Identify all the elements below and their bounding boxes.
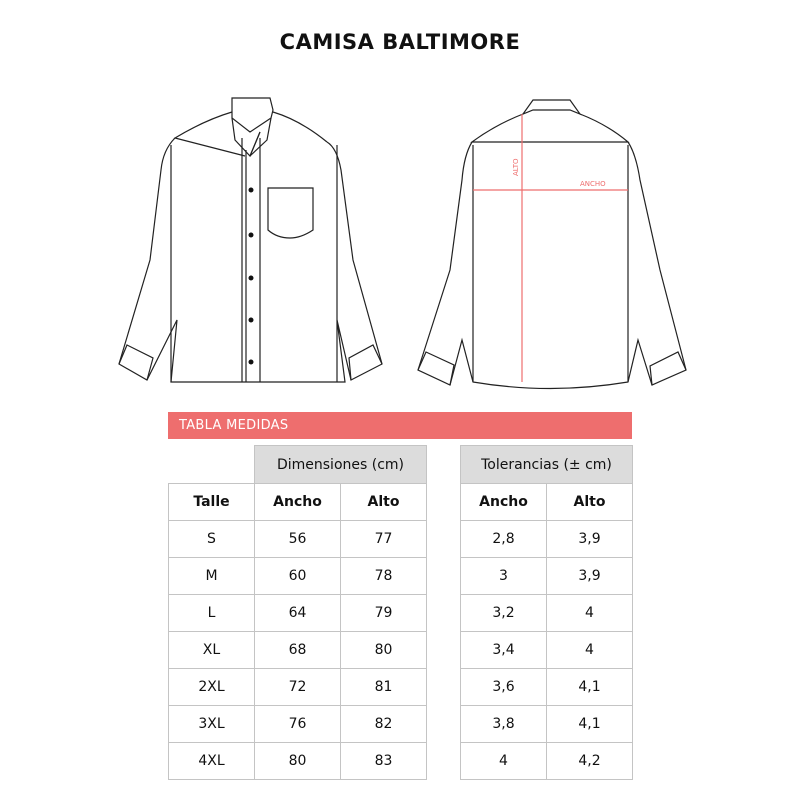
table-cell: 3,4 <box>460 631 547 669</box>
table-row: 4XL 80 83 <box>168 742 427 780</box>
table-cell: 77 <box>340 520 427 558</box>
table-cell: 81 <box>340 668 427 706</box>
table-cell: 72 <box>254 668 341 706</box>
table-cell: 4,1 <box>546 705 633 743</box>
table-cell: 3XL <box>168 705 255 743</box>
table-cell: 60 <box>254 557 341 595</box>
table-cell: M <box>168 557 255 595</box>
table-cell: 80 <box>340 631 427 669</box>
table-cell: 82 <box>340 705 427 743</box>
shirt-front-illustration <box>118 97 383 383</box>
alto-label: ALTO <box>512 158 520 176</box>
tolerances-table: Tolerancias (± cm) Ancho Alto 2,8 3,9 3 3,9… <box>460 445 633 780</box>
table-cell: 4 <box>546 594 633 632</box>
table-cell: 3,9 <box>546 520 633 558</box>
table-row: M 60 78 <box>168 557 427 595</box>
table-cell: S <box>168 520 255 558</box>
table-cell: 80 <box>254 742 341 780</box>
table-cell: 83 <box>340 742 427 780</box>
table-row: 3 3,9 <box>460 557 633 595</box>
table-cell: 3,6 <box>460 668 547 706</box>
table-row: 2,8 3,9 <box>460 520 633 558</box>
table-cell: 68 <box>254 631 341 669</box>
table-cell: 2XL <box>168 668 255 706</box>
header-ancho: Ancho <box>460 483 547 521</box>
header-ancho: Ancho <box>254 483 341 521</box>
table-cell: 56 <box>254 520 341 558</box>
table-cell: 3,9 <box>546 557 633 595</box>
table-row: 3,8 4,1 <box>460 705 633 743</box>
table-cell: 3,8 <box>460 705 547 743</box>
table-cell: 2,8 <box>460 520 547 558</box>
table-cell: 4XL <box>168 742 255 780</box>
table-cell: XL <box>168 631 255 669</box>
dimensions-group-header: Dimensiones (cm) <box>254 445 427 484</box>
table-row: 3,6 4,1 <box>460 668 633 706</box>
table-cell: 64 <box>254 594 341 632</box>
table-cell: 76 <box>254 705 341 743</box>
header-talle: Talle <box>168 483 255 521</box>
table-row: 3,4 4 <box>460 631 633 669</box>
table-cell: 4 <box>546 631 633 669</box>
table-row: XL 68 80 <box>168 631 427 669</box>
table-row: 4 4,2 <box>460 742 633 780</box>
table-cell: 3 <box>460 557 547 595</box>
table-row: 3,2 4 <box>460 594 633 632</box>
table-banner: TABLA MEDIDAS <box>168 412 632 439</box>
page-title: CAMISA BALTIMORE <box>279 30 521 54</box>
table-row: L 64 79 <box>168 594 427 632</box>
table-cell: 78 <box>340 557 427 595</box>
dimensions-table: Dimensiones (cm) Talle Ancho Alto S 56 77 M… <box>168 445 427 780</box>
shirt-back-illustration: ALTO ANCHO <box>417 99 687 390</box>
table-cell: 3,2 <box>460 594 547 632</box>
table-cell: 4 <box>460 742 547 780</box>
table-row: 2XL 72 81 <box>168 668 427 706</box>
table-cell: 4,1 <box>546 668 633 706</box>
table-row: 3XL 76 82 <box>168 705 427 743</box>
table-row: S 56 77 <box>168 520 427 558</box>
table-cell: 79 <box>340 594 427 632</box>
tolerances-group-header: Tolerancias (± cm) <box>460 445 633 484</box>
table-cell: 4,2 <box>546 742 633 780</box>
table-cell: L <box>168 594 255 632</box>
ancho-label: ANCHO <box>580 180 606 188</box>
header-alto: Alto <box>340 483 427 521</box>
header-alto: Alto <box>546 483 633 521</box>
